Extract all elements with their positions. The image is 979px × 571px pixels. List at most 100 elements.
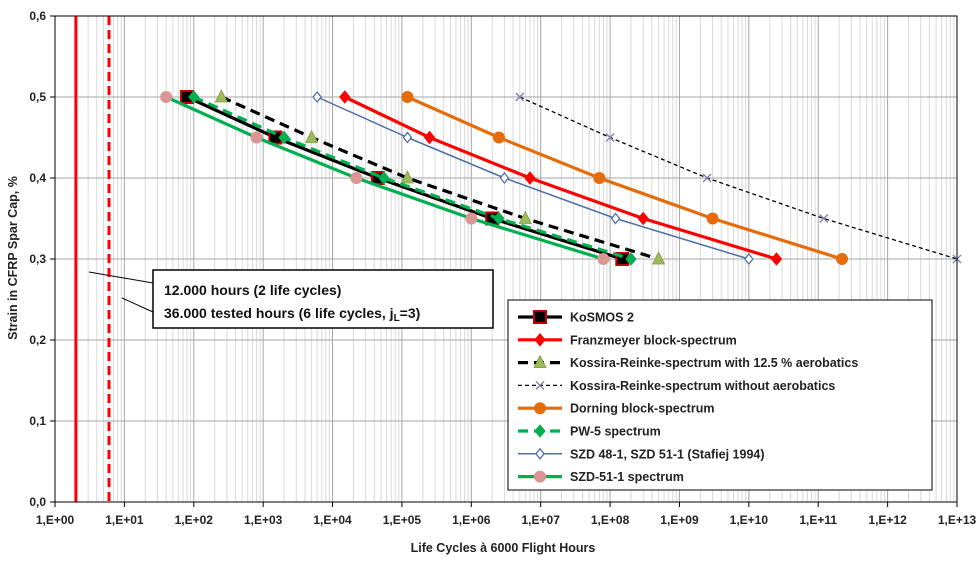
legend-swatch-marker [534,470,546,483]
data-point [378,171,390,185]
annotation: 12.000 hours (2 life cycles) 36.000 test… [88,269,494,329]
x-tick-label: 1,E+10 [730,513,769,527]
series-line [220,95,660,261]
data-point [305,129,319,143]
legend-entry-5: Dorning block-spectrum [518,402,714,416]
x-tick-label: 1,E+09 [660,513,699,527]
annotation-line-2: 36.000 tested hours (6 life cycles, jL=3… [164,305,420,324]
annotation-box [152,269,494,329]
y-tick-label: 0,2 [29,333,46,347]
series-6 [188,90,637,266]
data-point [706,212,719,225]
x-tick-label: 1,E+04 [313,513,352,527]
annotation-line-2-subscript: L [394,313,400,324]
data-point [492,131,505,144]
annotation-line-2-end: =3) [400,305,421,321]
data-point [637,211,649,226]
series-line [193,95,632,261]
series-4 [515,92,962,264]
y-tick-label: 0,5 [29,90,46,104]
data-point [835,253,848,265]
data-point [465,212,478,225]
legend-entry-2: Franzmeyer block-spectrum [518,333,737,347]
x-axis-title: Life Cycles à 6000 Flight Hours [411,541,596,555]
legend-label: PW-5 spectrum [570,425,661,439]
legend-swatch-marker [533,354,547,369]
data-point [400,170,415,184]
legend-entry-1: KoSMOS 2 [518,310,634,325]
y-tick-label: 0,1 [29,414,46,428]
legend-swatch-marker [533,310,547,324]
data-point [524,171,536,185]
data-point [702,173,712,183]
legend-label: SZD 48-1, SZD 51-1 (Stafiej 1994) [570,447,765,461]
x-tick-label: 1,E+11 [799,513,837,527]
y-axis-title: Strain in CFRP Spar Cap, % [6,176,20,340]
x-tick-label: 1,E+12 [868,513,907,527]
y-tick-label: 0,6 [29,9,46,23]
data-point [597,253,610,265]
data-point [515,92,525,102]
legend-label: Franzmeyer block-spectrum [570,333,737,347]
legend-label: Kossira-Reinke-spectrum without aerobati… [570,379,835,393]
data-point [493,211,505,226]
legend: KoSMOS 2 Franzmeyer block-spectrum Kossira… [507,299,933,491]
legend-box [507,299,933,491]
x-tick-label: 1,E+08 [591,513,630,527]
data-point [423,130,436,145]
vertical-reference-lines [74,16,111,502]
x-tick-label: 1,E+01 [105,513,144,527]
series-8 [160,91,610,265]
legend-label: Kossira-Reinke-spectrum with 12.5 % aero… [570,356,858,370]
y-tick-labels: 0,0 0,1 0,2 0,3 0,4 0,5 0,6 [29,9,55,509]
data-point [605,133,615,142]
annotation-leader-solid [88,271,154,284]
x-tick-label: 1,E+07 [522,513,561,527]
series-3 [214,89,666,265]
x-tick-label: 1,E+03 [244,513,283,527]
data-point [651,251,666,265]
data-point [518,210,532,224]
legend-swatch-marker [534,402,546,415]
data-point [188,90,200,104]
legend-entry-4: Kossira-Reinke-spectrum without aerobati… [518,379,835,393]
data-point [402,131,413,144]
legend-label: Dorning block-spectrum [570,402,714,416]
legend-swatch-marker [535,447,545,460]
legend-swatch-marker [534,424,546,438]
legend-entry-7: SZD 48-1, SZD 51-1 (Stafiej 1994) [518,447,765,461]
annotation-line-2-main: 36.000 tested hours (6 life cycles, j [164,305,394,321]
data-point [350,172,363,184]
legend-label: KoSMOS 2 [570,311,634,325]
legend-swatch-marker [534,333,546,347]
series-2 [339,90,783,266]
data-point [250,131,263,144]
data-point [214,89,229,103]
data-point [401,91,414,103]
legend-entry-3: Kossira-Reinke-spectrum with 12.5 % aero… [518,354,858,370]
x-tick-label: 1,E+06 [452,513,491,527]
legend-entry-8: SZD-51-1 spectrum [518,470,684,484]
y-tick-label: 0,0 [29,495,46,509]
legend-entry-6: PW-5 spectrum [518,424,661,439]
y-tick-label: 0,3 [29,252,46,266]
data-point [819,214,829,223]
data-point [312,90,322,104]
data-point [160,91,173,103]
x-tick-label: 1,E+02 [175,513,214,527]
data-point [770,252,783,266]
data-point [744,252,754,266]
annotation-leader-dashed [121,297,154,313]
data-point [625,252,637,266]
x-tick-label: 1,E+05 [383,513,422,527]
data-point [499,171,510,185]
data-point [610,212,621,225]
data-point [339,90,351,104]
x-tick-labels: 1,E+00 1,E+01 1,E+02 1,E+03 1,E+04 1,E+05 1,E+… [36,502,977,527]
series-7 [312,90,754,266]
y-tick-label: 0,4 [29,171,46,185]
series-5 [401,91,848,265]
data-point [278,130,290,145]
legend-label: SZD-51-1 spectrum [570,470,684,484]
